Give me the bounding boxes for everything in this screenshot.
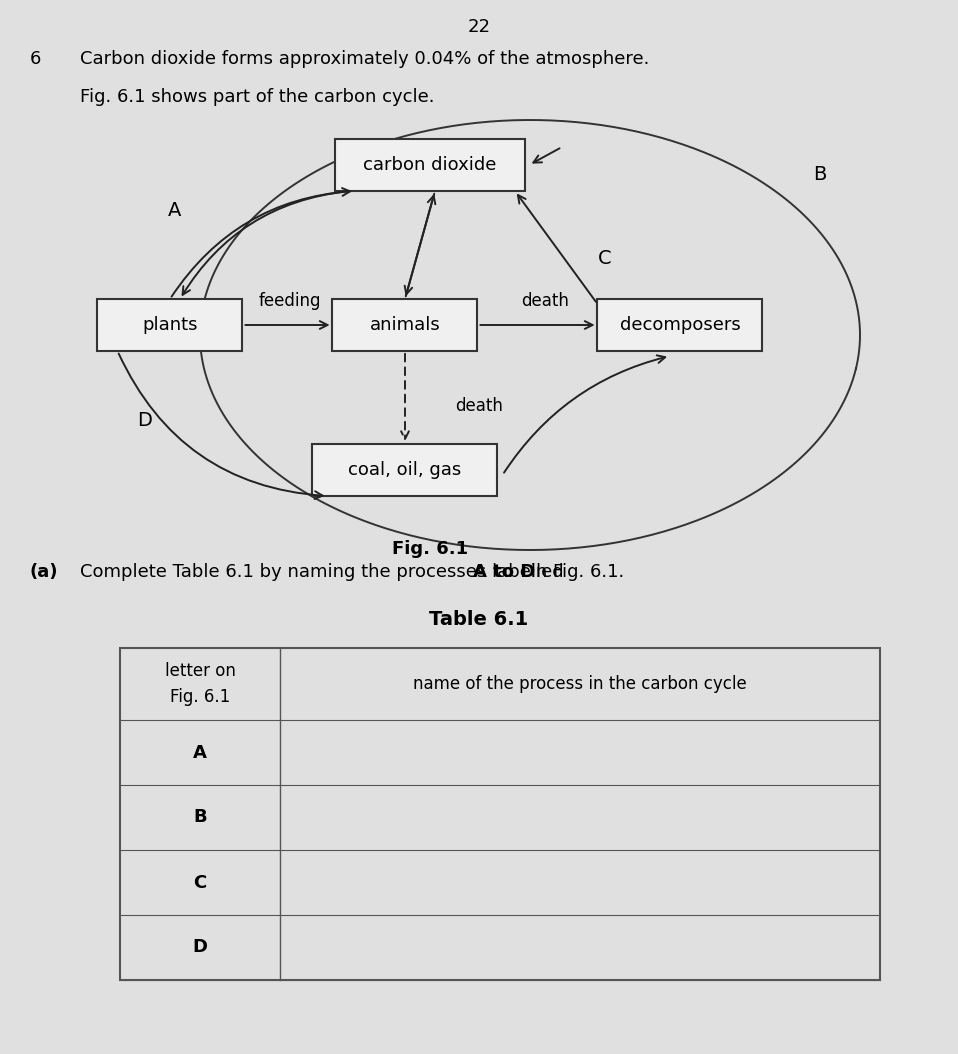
Text: name of the process in the carbon cycle: name of the process in the carbon cycle (413, 675, 747, 692)
Text: B: B (194, 808, 207, 826)
Text: A to D: A to D (473, 563, 536, 581)
Text: death: death (455, 397, 503, 415)
FancyArrowPatch shape (401, 354, 409, 440)
Text: coal, oil, gas: coal, oil, gas (349, 461, 462, 479)
Bar (312, 444, 497, 496)
Text: C: C (598, 249, 612, 268)
Text: 22: 22 (468, 18, 490, 36)
FancyArrowPatch shape (518, 195, 596, 301)
FancyArrowPatch shape (406, 196, 435, 296)
Text: A: A (169, 200, 182, 219)
FancyArrowPatch shape (480, 321, 593, 329)
Bar (598, 299, 763, 351)
Text: feeding: feeding (259, 292, 321, 310)
FancyArrowPatch shape (245, 321, 328, 329)
Bar (335, 139, 525, 191)
Bar (98, 299, 242, 351)
Text: Carbon dioxide forms approximately 0.04% of the atmosphere.: Carbon dioxide forms approximately 0.04%… (80, 50, 650, 69)
Text: C: C (194, 874, 207, 892)
Text: (a): (a) (30, 563, 58, 581)
Text: Fig. 6.1 shows part of the carbon cycle.: Fig. 6.1 shows part of the carbon cycle. (80, 87, 435, 106)
Bar (120, 648, 880, 980)
FancyArrowPatch shape (171, 188, 350, 296)
Text: animals: animals (370, 316, 441, 334)
Text: letter on
Fig. 6.1: letter on Fig. 6.1 (165, 663, 236, 705)
Text: in Fig. 6.1.: in Fig. 6.1. (525, 563, 625, 581)
Text: Complete Table 6.1 by naming the processes labelled: Complete Table 6.1 by naming the process… (80, 563, 569, 581)
FancyArrowPatch shape (534, 149, 559, 162)
Text: plants: plants (142, 316, 197, 334)
Bar (332, 299, 477, 351)
Text: 6: 6 (30, 50, 41, 69)
Text: A: A (194, 743, 207, 761)
FancyArrowPatch shape (404, 194, 434, 294)
Text: B: B (813, 165, 827, 184)
Text: decomposers: decomposers (620, 316, 741, 334)
Text: carbon dioxide: carbon dioxide (363, 156, 496, 174)
Text: Fig. 6.1: Fig. 6.1 (392, 540, 468, 558)
Text: Table 6.1: Table 6.1 (429, 610, 529, 629)
FancyArrowPatch shape (504, 355, 665, 472)
Text: death: death (521, 292, 569, 310)
FancyArrowPatch shape (119, 353, 323, 499)
Text: D: D (138, 410, 152, 429)
Text: D: D (193, 938, 208, 956)
FancyArrowPatch shape (183, 191, 347, 295)
